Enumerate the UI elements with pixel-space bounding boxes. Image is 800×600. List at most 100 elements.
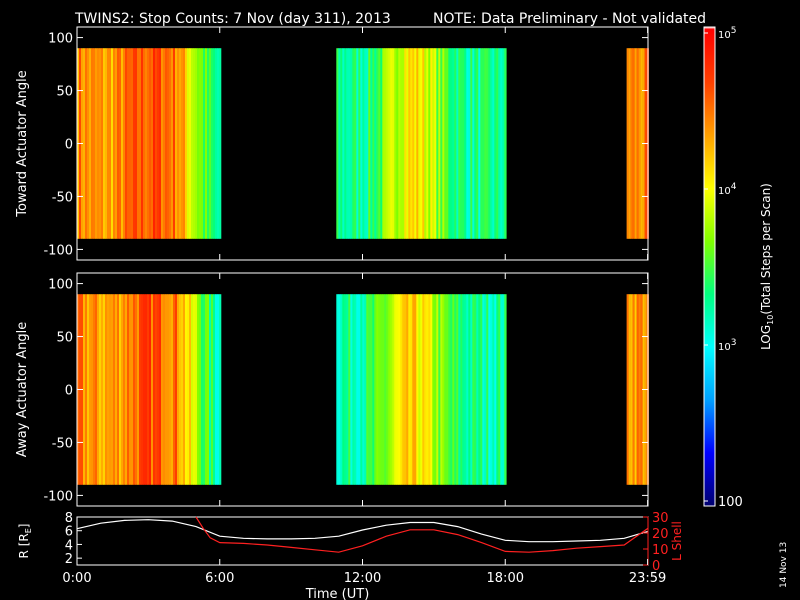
heatmap-column [85,294,88,485]
heatmap-column [406,294,409,485]
heatmap-column [101,294,104,485]
heatmap-column [358,294,361,485]
heatmap-column [181,294,184,485]
heatmap-column [466,294,469,485]
heatmap-column [354,294,357,485]
heatmap-column [121,48,124,239]
heatmap-column [498,48,501,239]
l-shell-label: L Shell [670,521,684,561]
heatmap-column [444,48,447,239]
heatmap-column [630,48,633,239]
heatmap-column [179,294,182,485]
heatmap-column [412,48,415,239]
heatmap-column [396,48,399,239]
heatmap-column [171,294,174,485]
heatmap-column [121,294,124,485]
heatmap-column [376,48,379,239]
heatmap-column [430,294,433,485]
y-tick-label: 2 [65,552,73,567]
l-shell-line [195,516,649,553]
heatmap-column [630,294,633,485]
heatmap-column [408,294,411,485]
heatmap-column [416,48,419,239]
heatmap-column [488,294,491,485]
heatmap-column [442,48,445,239]
heatmap-column [215,294,218,485]
heatmap-column [478,48,481,239]
heatmap-column [370,294,373,485]
heatmap-column [460,48,463,239]
heatmap-column [472,48,475,239]
heatmap-column [89,48,92,239]
x-tick-label: 12:00 [344,571,381,586]
x-tick-label: 6:00 [205,571,234,586]
heatmap-column [193,294,196,485]
heatmap-column [442,294,445,485]
heatmap-column [396,294,399,485]
heatmap-column [177,294,180,485]
heatmap-column [348,48,351,239]
heatmap-column [111,294,114,485]
heatmap-column [636,48,639,239]
heatmap-column [416,294,419,485]
heatmap-column [143,294,146,485]
x-axis-label: Time (UT) [305,587,370,600]
heatmap-column [123,48,126,239]
heatmap-column [498,294,501,485]
y-tick-label: -100 [43,243,73,258]
heatmap-column [161,294,164,485]
heatmap-column [448,294,451,485]
heatmap-column [382,294,385,485]
heatmap-column [468,48,471,239]
heatmap-column [428,294,431,485]
heatmap-column [139,294,142,485]
y-tick-label: -50 [52,190,73,205]
heatmap-column [155,48,158,239]
heatmap-column [432,48,435,239]
heatmap-column [346,48,349,239]
y2-tick-label: 10 [652,543,669,558]
heatmap-column [464,294,467,485]
heatmap-column [370,48,373,239]
heatmap-column [195,294,198,485]
r-distance-line [76,519,649,543]
heatmap-column [143,48,146,239]
heatmap-column [147,294,150,485]
heatmap-column [488,48,491,239]
heatmap-column [466,48,469,239]
x-tick-label: 18:00 [487,571,524,586]
heatmap-column [360,48,363,239]
heatmap-column [638,48,641,239]
heatmap-column [123,294,126,485]
heatmap-column [189,48,192,239]
heatmap-column [151,294,154,485]
heatmap-column [95,294,98,485]
heatmap-column [438,294,441,485]
heatmap-column [171,48,174,239]
heatmap-column [468,294,471,485]
heatmap-column [446,294,449,485]
heatmap-column [129,294,132,485]
heatmap-column [378,294,381,485]
heatmap-column [398,294,401,485]
colorbar-gradient [703,26,716,507]
heatmap-column [85,48,88,239]
heatmap-column [628,294,631,485]
heatmap-column [434,294,437,485]
heatmap-column [161,48,164,239]
y2-tick-label: 0 [652,559,660,574]
heatmap-column [169,48,172,239]
heatmap-column [460,294,463,485]
heatmap-column [193,48,196,239]
heatmap-column [177,48,180,239]
heatmap-column [93,294,96,485]
heatmap-column [344,48,347,239]
away-panel-ylabel: Away Actuator Angle [15,322,30,457]
heatmap-column [209,48,212,239]
heatmap-column [157,294,160,485]
heatmap-column [153,294,156,485]
heatmap-column [368,294,371,485]
heatmap-column [127,48,130,239]
heatmap-column [492,294,495,485]
